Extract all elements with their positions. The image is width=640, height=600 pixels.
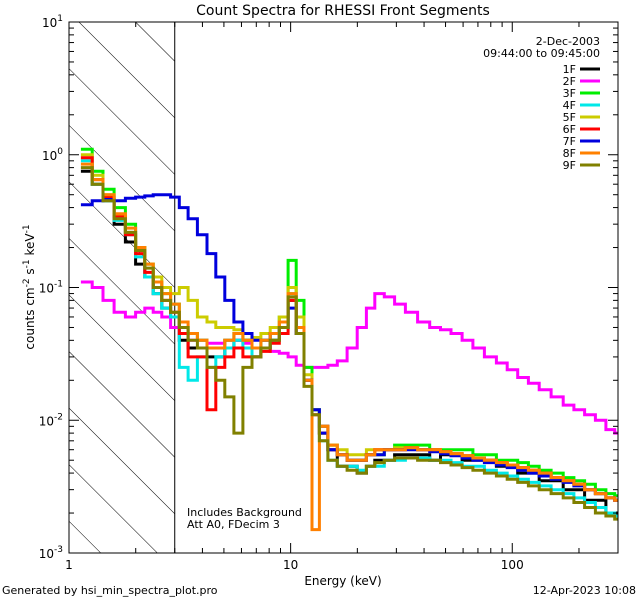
chart-title: Count Spectra for RHESSI Front Segments bbox=[196, 3, 490, 19]
x-tick-label: 10 bbox=[283, 558, 298, 572]
y-axis-label: counts cm-2 s-1 keV-1 bbox=[22, 224, 37, 349]
series-line-2F bbox=[80, 280, 618, 435]
y-tick-label: 10-2 bbox=[39, 412, 63, 428]
time-range-label: 09:44:00 to 09:45:00 bbox=[483, 47, 600, 60]
y-tick-label: 10-3 bbox=[39, 545, 63, 561]
date-label: 2-Dec-2003 bbox=[536, 35, 600, 48]
series-line-9F bbox=[80, 166, 618, 521]
generated-by-label: Generated by hsi_min_spectra_plot.pro bbox=[2, 584, 218, 597]
legend-label-6F: 6F bbox=[563, 123, 576, 136]
legend-label-4F: 4F bbox=[563, 99, 576, 112]
legend-label-1F: 1F bbox=[563, 63, 576, 76]
legend-label-2F: 2F bbox=[563, 75, 576, 88]
annotation-background: Includes Background bbox=[187, 506, 302, 519]
legend-label-5F: 5F bbox=[563, 111, 576, 124]
timestamp-label: 12-Apr-2023 10:08 bbox=[532, 584, 636, 597]
y-tick-label: 100 bbox=[42, 147, 63, 163]
x-tick-label: 100 bbox=[501, 558, 524, 572]
legend-label-9F: 9F bbox=[563, 159, 576, 172]
y-tick-label: 10-1 bbox=[39, 280, 63, 296]
series-line-8F bbox=[80, 162, 618, 532]
legend-label-7F: 7F bbox=[563, 135, 576, 148]
annotation-attenuator: Att A0, FDecim 3 bbox=[187, 518, 280, 531]
legend-label-8F: 8F bbox=[563, 147, 576, 160]
legend-label-3F: 3F bbox=[563, 87, 576, 100]
y-tick-label: 101 bbox=[42, 14, 63, 30]
x-tick-label: 1 bbox=[65, 558, 73, 572]
x-axis-label: Energy (keV) bbox=[304, 574, 381, 588]
